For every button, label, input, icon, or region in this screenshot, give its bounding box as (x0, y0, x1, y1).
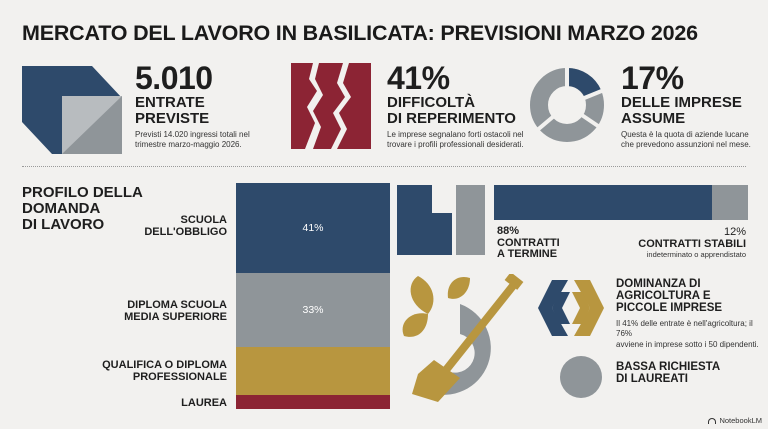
profile-label-diploma: DIPLOMA SCUOLA MEDIA SUPERIORE (124, 299, 227, 324)
profile-bar-laurea (236, 395, 390, 409)
stat-desc-entrate: Previsti 14.020 ingressi totali nel trime… (135, 130, 250, 150)
stat-value-entrate: 5.010 (135, 60, 213, 96)
donut-segment-icon (530, 67, 605, 142)
contracts-bar (494, 185, 748, 220)
stat-desc-difficolta: Le imprese segnalano forti ostacoli nel t… (387, 130, 524, 150)
stat-caption-entrate: ENTRATE PREVISTE (135, 94, 210, 127)
contracts-term-label: 88% CONTRATTI A TERMINE (497, 225, 560, 261)
profile-bar-diploma: 33% (236, 273, 390, 347)
broken-bars-icon (291, 63, 371, 149)
profile-label-obbligo: SCUOLA DELL'OBBLIGO (144, 214, 227, 239)
folded-square-icon (22, 66, 122, 154)
branding: NotebookLM (708, 416, 762, 425)
stat-desc-imprese: Questa è la quota di aziende lucane che p… (621, 130, 751, 150)
contracts-bar-stable (712, 185, 748, 220)
profile-label-laurea: LAUREA (181, 397, 227, 409)
branding-label: NotebookLM (719, 416, 762, 425)
section-divider (22, 166, 746, 167)
chevrons-icon (538, 280, 604, 336)
stat-value-difficolta: 41% (387, 60, 450, 96)
profile-label-qualifica: QUALIFICA O DIPLOMA PROFESSIONALE (102, 359, 227, 384)
stat-caption-imprese: DELLE IMPRESE ASSUME (621, 94, 742, 127)
stat-value-imprese: 17% (621, 60, 684, 96)
agriculture-spade-icon (402, 274, 524, 402)
grads-title: BASSA RICHIESTA DI LAUREATI (616, 361, 721, 386)
page-title: MERCATO DEL LAVORO IN BASILICATA: PREVIS… (22, 21, 698, 45)
stat-caption-difficolta: DIFFICOLTÀ DI REPERIMENTO (387, 94, 516, 127)
notebooklm-logo-icon (708, 417, 717, 424)
agri-desc: Il 41% delle entrate è nell'agricoltura;… (616, 319, 759, 349)
profile-bar-obbligo: 41% (236, 183, 390, 273)
profile-title: PROFILO DELLA DOMANDA DI LAVORO (22, 184, 143, 233)
contract-blocks-icon (397, 185, 485, 255)
contracts-bar-term (494, 185, 712, 220)
profile-bar-qualifica (236, 347, 390, 395)
gray-circle-icon (560, 356, 602, 398)
contracts-stable-label: 12% CONTRATTI STABILI indeterminato o ap… (638, 226, 746, 259)
agri-title: DOMINANZA DI AGRICOLTURA E PICCOLE IMPRESE (616, 278, 723, 315)
